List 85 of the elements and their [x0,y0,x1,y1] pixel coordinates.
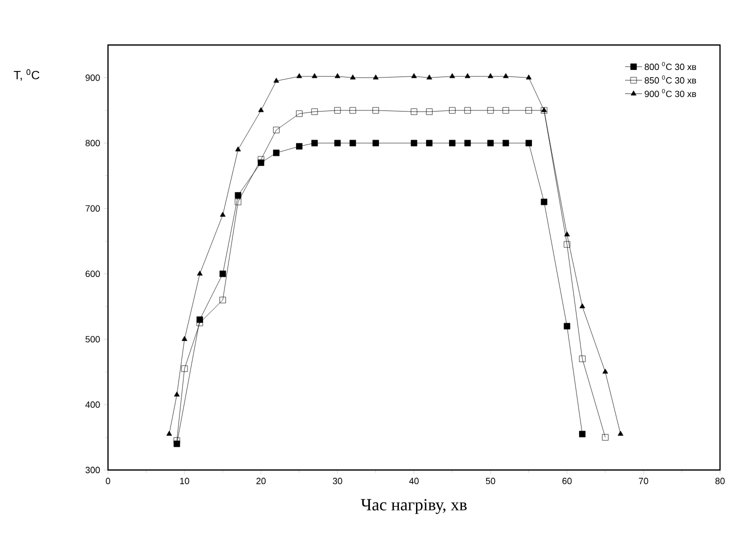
point [273,126,280,134]
point [602,434,608,441]
point [258,107,264,112]
point [350,107,356,114]
point [426,74,432,80]
point [410,108,418,115]
point [334,140,341,146]
point [196,320,204,326]
y-tick-label: 800 [86,140,100,146]
point [235,146,241,152]
x-tick-label: 20 [256,478,266,484]
point [564,231,570,236]
point [334,107,341,114]
point [174,437,180,444]
point [449,73,456,78]
point [526,140,532,146]
point [372,107,379,114]
point [449,107,456,114]
point [602,368,608,374]
point [174,392,180,397]
point [350,74,356,80]
x-tick-label: 80 [715,478,725,484]
point [410,140,418,146]
point [296,110,302,117]
point [411,73,417,78]
y-tick-label: 900 [86,74,100,81]
point [234,198,242,206]
y-axis-title: T, $^{0}$C [14,69,40,81]
point [502,140,510,146]
legend-label: 900 $^{0}$C 30 хв [644,88,696,98]
point [449,140,456,146]
y-tick-label: 600 [86,270,100,278]
point [464,140,471,146]
point [426,140,433,146]
point [311,140,318,146]
point [618,430,624,436]
point [540,198,548,206]
point [426,108,433,115]
point [580,303,586,308]
point [372,140,379,146]
point [197,270,203,276]
x-tick-label: 10 [180,478,190,484]
point [487,140,494,146]
point [488,73,494,78]
point [234,192,242,199]
point [503,73,509,78]
point [311,108,318,115]
x-tick-label: 60 [562,478,572,484]
point [487,107,494,114]
y-tick-label: 500 [86,336,100,342]
x-tick-label: 40 [409,478,419,484]
point [334,73,340,78]
x-tick-label: 50 [486,478,496,484]
y-tick-label: 300 [86,466,100,474]
y-tick-label: 400 [85,401,100,408]
point [220,270,226,278]
x-tick-label: 30 [332,478,342,484]
point [579,356,586,362]
point [579,430,586,438]
x-axis-title: Час нагріву, хв [360,499,467,514]
point [464,107,471,114]
point [296,143,302,150]
point [274,78,280,83]
point [220,296,226,304]
x-tick-label: 0 [106,478,110,484]
point [296,73,302,78]
point [258,156,264,163]
point [350,140,356,146]
point [564,241,570,248]
point [526,107,532,114]
legend-label: 850 $^{0}$C 30 хв [644,75,696,84]
point [273,150,280,156]
point [564,322,570,330]
point [220,212,226,217]
point [166,430,172,436]
point [182,336,188,341]
point [526,74,532,80]
x-tick-label: 70 [638,478,648,484]
point [181,365,188,372]
y-tick-label: 700 [86,205,100,212]
point [502,107,510,114]
point [464,73,470,78]
point [372,74,379,80]
legend-label: 800 $^{0}$C 30 хв [644,62,696,70]
point [312,73,318,78]
